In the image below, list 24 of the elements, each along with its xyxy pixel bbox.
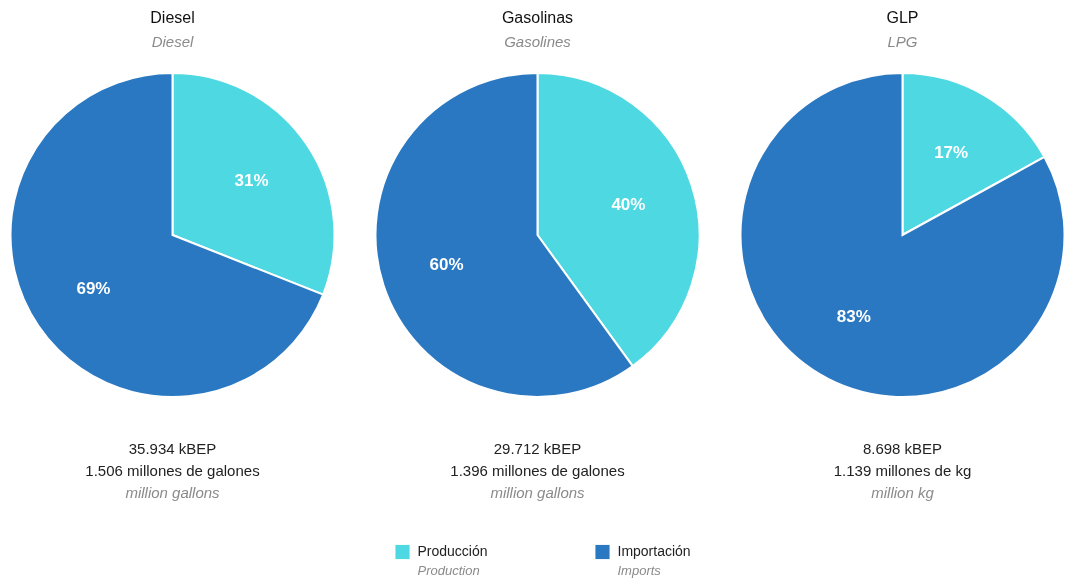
chart-subtitle: Diesel [151, 33, 195, 50]
chart-subtitle: LPG [887, 33, 918, 50]
text: 1.396 millones de galones [450, 462, 625, 479]
text: 35.934 kBEP [128, 440, 217, 457]
data-label: 69% [76, 278, 111, 298]
chart-subtitle: Gasolines [504, 33, 572, 50]
data-label: 31% [234, 171, 269, 191]
text: million gallons [125, 484, 221, 501]
data-label: 60% [429, 254, 464, 274]
data-label: 83% [836, 307, 871, 327]
legend-label: Importación Imports [617, 543, 691, 578]
pie-slice [739, 72, 1066, 398]
text: 29.712 kBEP [493, 440, 582, 457]
data-label: 17% [934, 142, 969, 162]
chart-title: Gasolinas [501, 9, 574, 26]
text: million kg [871, 484, 935, 501]
legend-label: Producción Production [417, 543, 488, 578]
text: 1.506 millones de galones [85, 462, 260, 479]
text: 8.698 kBEP [862, 440, 943, 457]
chart-title: GLP [886, 9, 919, 26]
data-label: 40% [611, 195, 646, 215]
text: 1.139 millones de kg [833, 462, 972, 479]
text: million gallons [490, 484, 586, 501]
chart-title: Diesel [150, 9, 195, 26]
